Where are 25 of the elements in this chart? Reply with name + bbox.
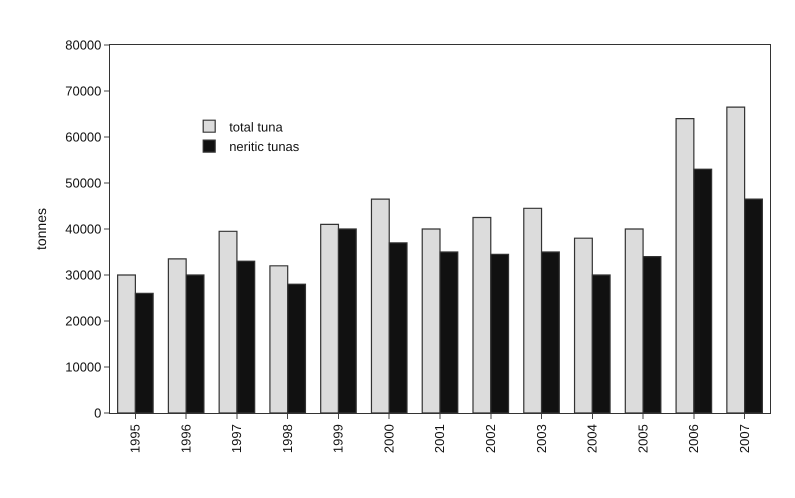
x-tick-label: 1995 [128, 424, 143, 454]
x-tick-label: 1998 [280, 424, 295, 454]
y-tick-label: 30000 [65, 268, 102, 283]
x-tick-label: 2002 [482, 424, 498, 454]
x-tick-label: 1997 [229, 424, 244, 454]
x-tick-label: 2004 [584, 424, 600, 454]
x-tick-label: 2006 [686, 424, 702, 454]
y-tick-label: 10000 [65, 360, 102, 375]
y-tick-label: 50000 [65, 176, 102, 191]
x-tick-label: 1996 [178, 424, 194, 454]
x-tick-label: 2000 [381, 424, 396, 454]
y-tick-label: 0 [94, 406, 102, 421]
legend-label: total tuna [229, 119, 284, 134]
legend-label: neritic tunas [229, 139, 300, 154]
x-tick-label: 2005 [635, 424, 650, 454]
x-tick-label: 2007 [736, 424, 752, 454]
x-tick-label: 2003 [534, 424, 549, 454]
x-tick-label: 1999 [330, 424, 346, 454]
y-axis-title: tonnes [32, 208, 49, 250]
y-tick-label: 70000 [65, 84, 102, 99]
y-tick-label: 80000 [65, 38, 102, 53]
y-tick-label: 40000 [65, 222, 102, 237]
y-tick-label: 60000 [65, 130, 102, 145]
x-tick-label: 2001 [432, 424, 448, 454]
y-tick-label: 20000 [65, 314, 102, 329]
